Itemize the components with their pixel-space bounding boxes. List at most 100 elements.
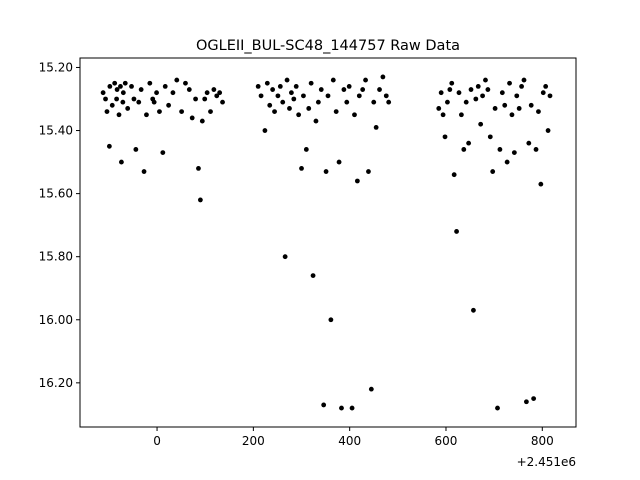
data-point bbox=[166, 102, 172, 108]
data-point bbox=[310, 273, 316, 279]
data-point bbox=[154, 90, 159, 96]
data-point bbox=[383, 93, 389, 99]
data-point bbox=[120, 99, 126, 105]
data-point bbox=[170, 90, 176, 96]
data-point bbox=[536, 109, 541, 115]
data-point bbox=[160, 150, 166, 156]
data-point bbox=[282, 254, 288, 260]
data-point bbox=[485, 87, 491, 92]
data-point bbox=[456, 90, 462, 96]
data-point bbox=[114, 96, 119, 102]
data-point bbox=[147, 80, 153, 86]
data-point bbox=[287, 106, 292, 111]
data-point bbox=[272, 109, 277, 115]
data-point bbox=[377, 87, 382, 92]
data-point bbox=[197, 197, 203, 203]
data-point bbox=[112, 80, 118, 86]
data-point bbox=[468, 87, 474, 92]
data-point bbox=[483, 77, 488, 83]
data-point bbox=[277, 83, 283, 89]
data-point bbox=[313, 118, 319, 124]
data-point bbox=[258, 93, 264, 99]
data-point bbox=[183, 80, 188, 86]
data-point bbox=[519, 83, 524, 89]
data-point bbox=[352, 112, 357, 118]
data-point bbox=[296, 112, 302, 118]
data-point bbox=[118, 83, 123, 89]
data-point bbox=[208, 109, 213, 115]
data-point bbox=[497, 147, 503, 152]
data-point bbox=[100, 90, 106, 96]
data-point bbox=[133, 147, 139, 152]
data-point bbox=[144, 112, 149, 118]
y-tick-label: 15.80 bbox=[39, 250, 73, 264]
data-point bbox=[109, 102, 115, 108]
data-point bbox=[211, 87, 217, 92]
data-point bbox=[463, 99, 469, 105]
data-point bbox=[516, 106, 522, 111]
data-point bbox=[545, 128, 551, 133]
x-tick-label: 400 bbox=[338, 434, 361, 448]
data-point bbox=[318, 87, 324, 92]
data-point bbox=[262, 128, 268, 133]
data-point bbox=[490, 169, 496, 174]
data-point bbox=[366, 169, 371, 174]
y-tick-label: 15.60 bbox=[39, 187, 73, 201]
data-point bbox=[186, 87, 192, 92]
data-point bbox=[141, 169, 147, 174]
data-point bbox=[323, 169, 329, 174]
data-point bbox=[373, 124, 379, 130]
data-point bbox=[264, 80, 270, 86]
data-point bbox=[267, 102, 273, 108]
data-point bbox=[354, 178, 360, 184]
y-tick-label: 15.20 bbox=[39, 60, 73, 74]
data-point bbox=[509, 112, 515, 118]
data-point bbox=[129, 83, 134, 89]
data-point bbox=[116, 112, 122, 118]
data-point bbox=[547, 93, 553, 99]
data-point bbox=[103, 96, 108, 102]
data-point bbox=[478, 121, 484, 127]
data-point bbox=[333, 109, 339, 115]
x-tick-label: 200 bbox=[242, 434, 265, 448]
data-point bbox=[473, 96, 479, 102]
data-point bbox=[119, 159, 124, 165]
data-point bbox=[371, 99, 377, 105]
data-point bbox=[492, 106, 498, 111]
data-point bbox=[336, 159, 342, 165]
data-point bbox=[174, 77, 180, 83]
data-point bbox=[204, 90, 210, 96]
data-point bbox=[528, 102, 534, 108]
data-point bbox=[114, 87, 120, 92]
data-point bbox=[386, 99, 392, 105]
data-point bbox=[356, 93, 362, 99]
data-point bbox=[199, 118, 205, 124]
data-point bbox=[330, 77, 336, 83]
data-point bbox=[458, 112, 464, 118]
data-point bbox=[514, 93, 520, 99]
data-point bbox=[162, 83, 168, 89]
data-point bbox=[442, 134, 448, 140]
data-point bbox=[438, 90, 444, 96]
data-point bbox=[289, 90, 294, 96]
data-point bbox=[104, 109, 110, 115]
data-point bbox=[461, 147, 467, 152]
y-axis: 15.20 15.40 15.60 15.80 16.00 16.20 bbox=[39, 60, 80, 390]
data-point bbox=[349, 405, 355, 411]
data-point bbox=[280, 99, 286, 105]
data-point bbox=[138, 87, 144, 92]
data-point bbox=[214, 93, 220, 99]
data-point bbox=[471, 307, 476, 313]
data-point bbox=[538, 181, 544, 187]
data-point bbox=[436, 106, 442, 111]
data-point bbox=[308, 80, 314, 86]
data-point bbox=[344, 99, 350, 105]
data-point bbox=[120, 90, 126, 96]
data-point bbox=[454, 229, 459, 234]
data-point bbox=[151, 99, 157, 105]
data-point bbox=[189, 115, 195, 121]
data-point bbox=[447, 87, 453, 92]
x-tick-label: 0 bbox=[153, 434, 161, 448]
y-tick-label: 15.40 bbox=[39, 124, 73, 138]
